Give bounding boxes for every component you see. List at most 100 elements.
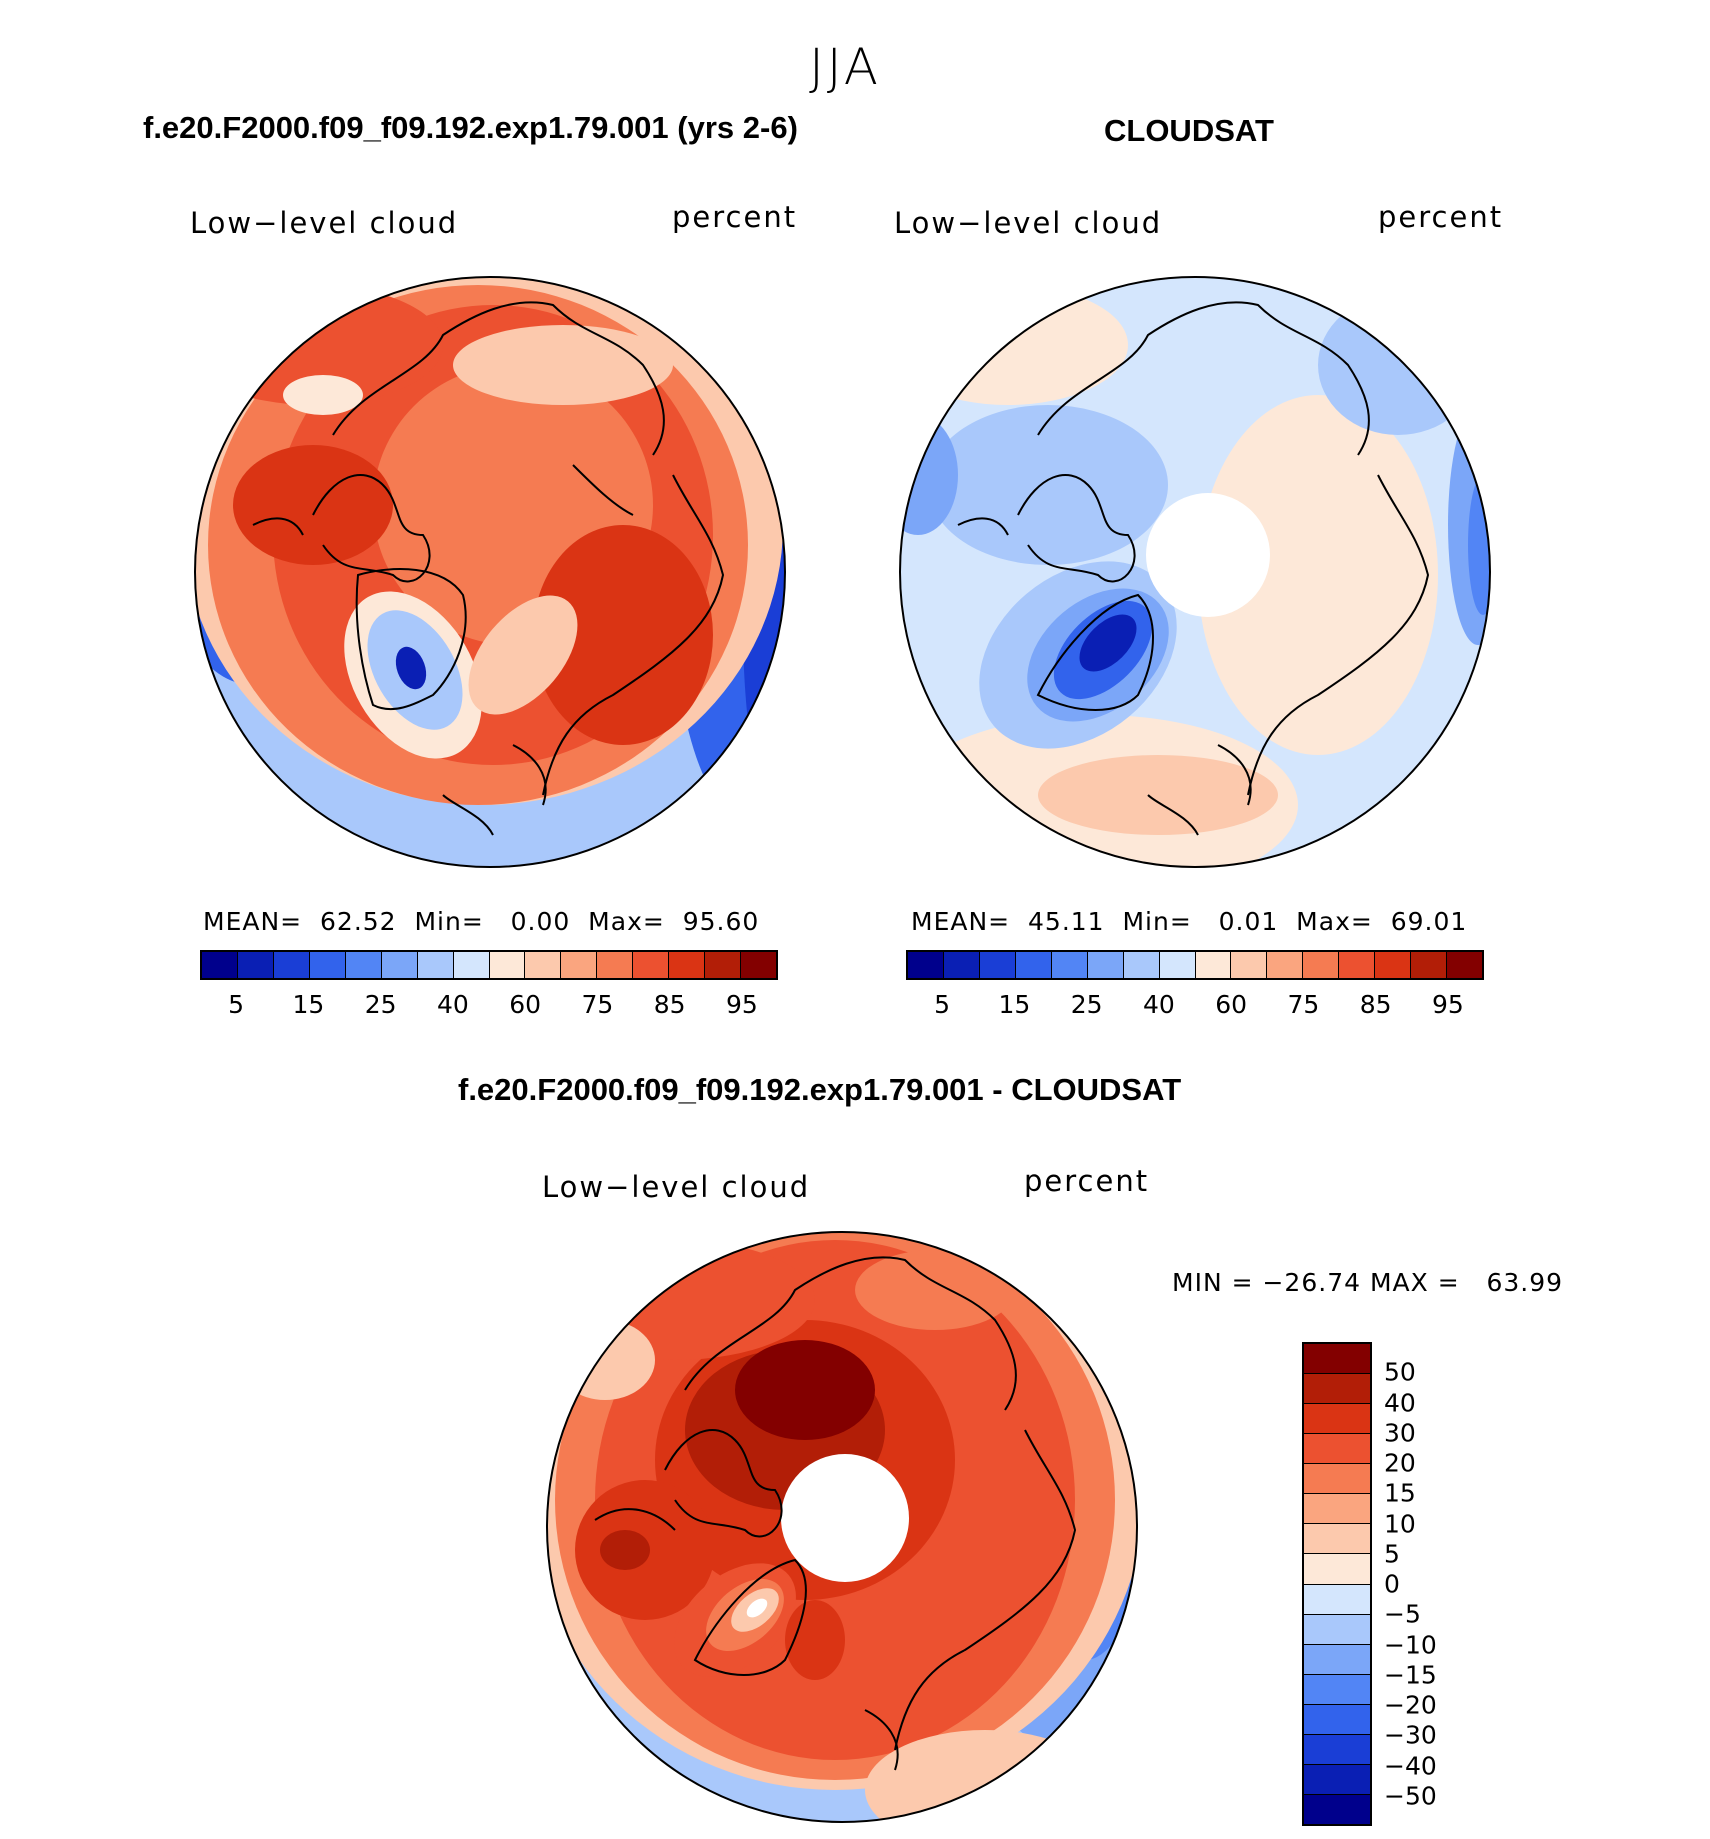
model-colorbar-swatch bbox=[525, 952, 562, 978]
diff-colorbar-swatch bbox=[1304, 1494, 1370, 1525]
obs-colorbar-swatch bbox=[1303, 952, 1340, 978]
model-colorbar-tick-label: 95 bbox=[725, 990, 758, 1019]
diff-colorbar bbox=[1302, 1342, 1372, 1826]
model-colorbar-swatch bbox=[597, 952, 634, 978]
model-colorbar-swatch bbox=[561, 952, 598, 978]
obs-colorbar-tick-label: 60 bbox=[1215, 990, 1248, 1019]
obs-colorbar-tick-label: 85 bbox=[1359, 990, 1392, 1019]
obs-colorbar-swatch bbox=[1375, 952, 1412, 978]
diff-colorbar-swatch bbox=[1304, 1644, 1370, 1675]
obs-colorbar-swatch bbox=[1123, 952, 1160, 978]
model-colorbar-swatch bbox=[489, 952, 526, 978]
obs-colorbar-swatch bbox=[1411, 952, 1448, 978]
obs-colorbar-swatch bbox=[943, 952, 980, 978]
obs-case-title: CLOUDSAT bbox=[1104, 113, 1274, 148]
diff-colorbar-tick-label: 40 bbox=[1384, 1388, 1416, 1417]
diff-colorbar-tick-label: −30 bbox=[1384, 1720, 1437, 1750]
obs-colorbar-swatch bbox=[908, 952, 944, 978]
model-colorbar-swatch bbox=[417, 952, 454, 978]
diff-colorbar-swatch bbox=[1304, 1674, 1370, 1705]
model-colorbar bbox=[200, 950, 778, 980]
model-colorbar-swatch bbox=[345, 952, 382, 978]
model-colorbar-swatch bbox=[273, 952, 310, 978]
diff-colorbar-tick-label: −10 bbox=[1384, 1630, 1437, 1659]
diff-units-label: percent bbox=[1024, 1164, 1150, 1198]
model-polar-map bbox=[194, 276, 786, 868]
diff-colorbar-swatch bbox=[1304, 1794, 1370, 1824]
obs-colorbar-swatch bbox=[979, 952, 1016, 978]
obs-colorbar-tick-label: 15 bbox=[998, 990, 1031, 1019]
diff-colorbar-tick-label: 0 bbox=[1384, 1569, 1400, 1599]
obs-colorbar-tick-label: 5 bbox=[934, 990, 951, 1019]
obs-stats: MEAN= 45.11 Min= 0.01 Max= 69.01 bbox=[911, 907, 1468, 936]
obs-variable-label: Low−level cloud bbox=[894, 206, 1163, 240]
obs-colorbar-swatch bbox=[1051, 952, 1088, 978]
model-stats: MEAN= 62.52 Min= 0.00 Max= 95.60 bbox=[203, 907, 760, 936]
model-colorbar-tick-label: 85 bbox=[653, 990, 686, 1019]
model-colorbar-tick-label: 75 bbox=[581, 990, 614, 1019]
diff-colorbar-tick-label: −20 bbox=[1384, 1690, 1437, 1720]
model-colorbar-swatch bbox=[237, 952, 274, 978]
diff-colorbar-tick-label: 20 bbox=[1384, 1448, 1416, 1478]
model-colorbar-swatch bbox=[705, 952, 742, 978]
model-colorbar-tick-label: 40 bbox=[436, 990, 469, 1019]
diff-colorbar-swatch bbox=[1304, 1374, 1370, 1405]
diff-colorbar-tick-label: −15 bbox=[1384, 1660, 1437, 1690]
obs-colorbar-swatch bbox=[1231, 952, 1268, 978]
diff-colorbar-swatch bbox=[1304, 1764, 1370, 1795]
obs-polar-map bbox=[899, 276, 1491, 868]
model-colorbar-tick-label: 5 bbox=[228, 990, 245, 1019]
obs-colorbar-swatch bbox=[1195, 952, 1232, 978]
model-colorbar-swatch bbox=[309, 952, 346, 978]
obs-colorbar-swatch bbox=[1159, 952, 1196, 978]
model-colorbar-swatch bbox=[453, 952, 490, 978]
diff-colorbar-tick-label: 30 bbox=[1384, 1418, 1416, 1448]
diff-colorbar-tick-label: 50 bbox=[1384, 1357, 1416, 1387]
season-title: JJA bbox=[809, 38, 881, 96]
diff-stats: MIN = −26.74 MAX = 63.99 bbox=[1172, 1268, 1564, 1297]
diff-polar-map bbox=[546, 1231, 1138, 1823]
diff-colorbar-tick-label: 10 bbox=[1384, 1509, 1416, 1538]
model-colorbar-swatch bbox=[381, 952, 418, 978]
diff-colorbar-tick-label: −5 bbox=[1384, 1599, 1421, 1629]
model-case-title: f.e20.F2000.f09_f09.192.exp1.79.001 (yrs… bbox=[143, 110, 798, 145]
diff-colorbar-swatch bbox=[1304, 1404, 1370, 1435]
obs-colorbar-swatch bbox=[1339, 952, 1376, 978]
obs-colorbar bbox=[906, 950, 1484, 980]
model-colorbar-swatch bbox=[202, 952, 238, 978]
diff-colorbar-tick-label: −50 bbox=[1384, 1781, 1437, 1811]
diff-colorbar-tick-label: 15 bbox=[1384, 1478, 1416, 1508]
obs-colorbar-tick-label: 95 bbox=[1431, 990, 1464, 1019]
diff-colorbar-swatch bbox=[1304, 1734, 1370, 1765]
diff-colorbar-swatch bbox=[1304, 1704, 1370, 1735]
model-colorbar-swatch bbox=[669, 952, 706, 978]
diff-colorbar-swatch bbox=[1304, 1554, 1370, 1585]
diff-colorbar-tick-label: −40 bbox=[1384, 1751, 1437, 1780]
diff-colorbar-swatch bbox=[1304, 1464, 1370, 1495]
model-units-label: percent bbox=[672, 200, 798, 234]
obs-colorbar-tick-label: 40 bbox=[1142, 990, 1175, 1019]
model-colorbar-swatch bbox=[741, 952, 776, 978]
obs-colorbar-swatch bbox=[1087, 952, 1124, 978]
model-colorbar-tick-label: 60 bbox=[509, 990, 542, 1019]
diff-colorbar-swatch bbox=[1304, 1614, 1370, 1645]
diff-colorbar-swatch bbox=[1304, 1434, 1370, 1465]
diff-colorbar-swatch bbox=[1304, 1344, 1370, 1375]
obs-colorbar-ticks: 5 15 25 40 60 75 85 95 bbox=[906, 990, 1484, 1020]
diff-colorbar-tick-label: 5 bbox=[1384, 1539, 1400, 1569]
model-variable-label: Low−level cloud bbox=[190, 206, 459, 240]
diff-colorbar-swatch bbox=[1304, 1584, 1370, 1615]
obs-colorbar-swatch bbox=[1447, 952, 1482, 978]
obs-colorbar-tick-label: 75 bbox=[1287, 990, 1320, 1019]
obs-colorbar-swatch bbox=[1267, 952, 1304, 978]
diff-variable-label: Low−level cloud bbox=[542, 1170, 811, 1204]
obs-units-label: percent bbox=[1378, 200, 1504, 234]
obs-colorbar-swatch bbox=[1015, 952, 1052, 978]
model-colorbar-ticks: 5 15 25 40 60 75 85 95 bbox=[200, 990, 778, 1020]
obs-colorbar-tick-label: 25 bbox=[1070, 990, 1103, 1019]
model-colorbar-tick-label: 25 bbox=[364, 990, 397, 1019]
model-colorbar-tick-label: 15 bbox=[292, 990, 325, 1019]
model-colorbar-swatch bbox=[633, 952, 670, 978]
diff-colorbar-ticks: 50 40 30 20 15 10 5 0 −5 −10 −15 −20 −30 −40 −50 bbox=[1384, 1342, 1484, 1826]
diff-case-title: f.e20.F2000.f09_f09.192.exp1.79.001 - CL… bbox=[458, 1072, 1182, 1107]
